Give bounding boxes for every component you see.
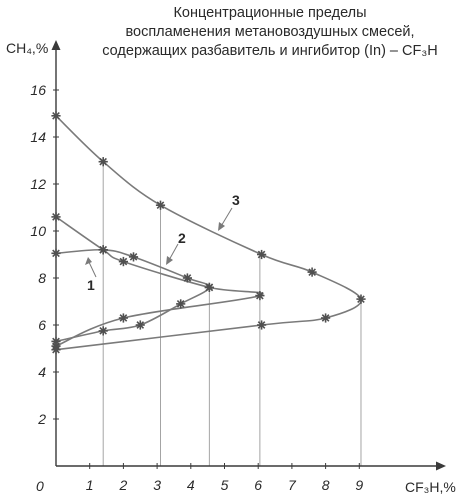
x-tick-label-2: 2: [119, 477, 128, 493]
curve-label-3-arrow: [218, 222, 225, 231]
marker-curve-2-6: [119, 313, 128, 322]
curve-3: [56, 116, 361, 350]
curve-label-1: 1: [87, 277, 95, 293]
curve-1: [56, 250, 209, 342]
axis-ticks: 123456789246810121416: [30, 82, 363, 493]
x-tick-label-9: 9: [355, 477, 363, 493]
y-tick-label-6: 6: [38, 317, 46, 333]
x-tick-label-8: 8: [322, 477, 330, 493]
marker-curve-3-1: [51, 111, 60, 120]
marker-curve-2-3: [119, 257, 128, 266]
data-markers: [51, 111, 365, 354]
marker-curve-1-1: [51, 249, 60, 258]
curve-label-2: 2: [178, 230, 186, 246]
marker-curve-3-9: [51, 345, 60, 354]
origin-label: 0: [36, 478, 44, 494]
x-tick-label-5: 5: [221, 477, 229, 493]
x-tick-label-4: 4: [187, 477, 195, 493]
y-axis-label: CH₄,%: [6, 40, 48, 56]
marker-curve-3-4: [257, 250, 266, 259]
y-tick-label-10: 10: [30, 223, 46, 239]
y-tick-label-12: 12: [30, 176, 46, 192]
curve-label-3: 3: [232, 192, 240, 208]
x-tick-label-3: 3: [153, 477, 161, 493]
marker-curve-3-3: [156, 201, 165, 210]
marker-curve-3-5: [308, 268, 317, 277]
y-tick-label-16: 16: [30, 82, 46, 98]
marker-curve-3-6: [356, 295, 365, 304]
marker-curve-2-4: [205, 283, 214, 292]
marker-curve-1-8: [99, 326, 108, 335]
curve-label-1-arrow: [85, 257, 92, 265]
x-tick-label-7: 7: [288, 477, 297, 493]
y-tick-label-2: 2: [37, 411, 46, 427]
curves: [56, 116, 361, 350]
curve-label-2-arrow: [166, 256, 173, 265]
marker-curve-2-1: [51, 212, 60, 221]
marker-curve-1-3: [129, 252, 138, 261]
x-tick-label-1: 1: [86, 477, 94, 493]
marker-curve-2-2: [99, 245, 108, 254]
y-tick-label-8: 8: [38, 270, 46, 286]
marker-curve-2-5: [255, 291, 264, 300]
y-axis-arrow: [52, 40, 61, 50]
x-axis-arrow: [436, 462, 446, 471]
marker-curve-1-7: [136, 320, 145, 329]
marker-curve-3-7: [321, 313, 330, 322]
marker-curve-3-8: [257, 320, 266, 329]
x-axis-label: CF₃H,%: [405, 479, 456, 495]
y-tick-label-4: 4: [38, 364, 46, 380]
x-tick-label-6: 6: [254, 477, 262, 493]
marker-curve-1-4: [183, 273, 192, 282]
y-tick-label-14: 14: [30, 129, 46, 145]
